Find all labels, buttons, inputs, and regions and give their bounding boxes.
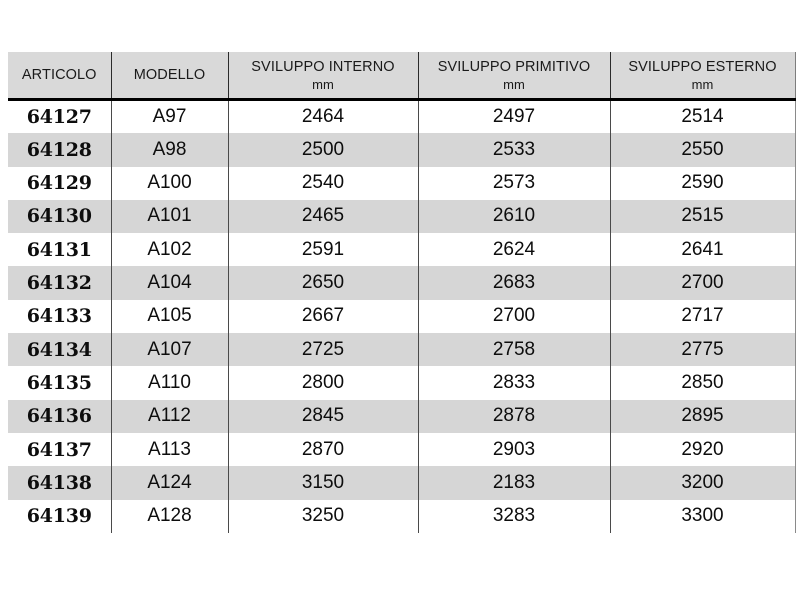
cell-modello: A102: [111, 233, 229, 267]
cell-esterno: 2895: [610, 399, 796, 433]
cell-primitivo: 2758: [418, 333, 611, 367]
cell-modello: A107: [111, 333, 229, 367]
cell-interno: 2667: [228, 299, 419, 334]
cell-esterno: 2641: [610, 233, 796, 267]
table-row[interactable]: 64132 A104 2650 2683 2700: [8, 266, 796, 300]
cell-esterno: 3300: [610, 499, 796, 533]
column-header-unit-interno: mm: [312, 77, 334, 93]
table-header: ARTICOLO MODELLO SVILUPPO INTERNO mm SVILUPP…: [8, 51, 796, 102]
cell-interno: 3250: [228, 499, 419, 533]
table-row[interactable]: 64127 A97 2464 2497 2514: [8, 99, 796, 134]
cell-esterno: 2920: [610, 432, 796, 467]
cell-articolo: 64137: [8, 432, 112, 467]
cell-articolo: 64132: [8, 266, 112, 300]
cell-interno: 2725: [228, 333, 419, 367]
cell-interno: 2650: [228, 266, 419, 300]
cell-interno: 2845: [228, 399, 419, 433]
table-row[interactable]: 64139 A128 3250 3283 3300: [8, 499, 796, 533]
cell-primitivo: 2683: [418, 266, 611, 300]
cell-articolo: 64131: [8, 233, 112, 267]
cell-modello: A113: [111, 432, 229, 467]
cell-esterno: 2514: [610, 99, 796, 134]
cell-articolo: 64134: [8, 333, 112, 367]
table-row[interactable]: 64135 A110 2800 2833 2850: [8, 366, 796, 400]
cell-articolo: 64139: [8, 499, 112, 533]
column-header-modello[interactable]: MODELLO: [111, 51, 229, 102]
cell-modello: A97: [111, 99, 229, 134]
table-row[interactable]: 64130 A101 2465 2610 2515: [8, 199, 796, 234]
cell-esterno: 2590: [610, 166, 796, 200]
cell-primitivo: 2700: [418, 299, 611, 334]
specification-table-container: ARTICOLO MODELLO SVILUPPO INTERNO mm SVILUPP…: [8, 51, 796, 533]
column-header-label-esterno: SVILUPPO ESTERNO: [628, 59, 777, 75]
cell-esterno: 3200: [610, 466, 796, 500]
column-header-articolo[interactable]: ARTICOLO: [8, 51, 112, 102]
cell-articolo: 64130: [8, 199, 112, 234]
table-row[interactable]: 64131 A102 2591 2624 2641: [8, 233, 796, 267]
table-row[interactable]: 64136 A112 2845 2878 2895: [8, 399, 796, 433]
cell-primitivo: 2610: [418, 199, 611, 234]
cell-esterno: 2717: [610, 299, 796, 334]
column-header-interno[interactable]: SVILUPPO INTERNO mm: [228, 51, 419, 102]
cell-modello: A128: [111, 499, 229, 533]
table-row[interactable]: 64138 A124 3150 2183 3200: [8, 466, 796, 500]
cell-articolo: 64133: [8, 299, 112, 334]
cell-modello: A112: [111, 399, 229, 433]
table-row[interactable]: 64133 A105 2667 2700 2717: [8, 299, 796, 334]
column-header-label-articolo: ARTICOLO: [21, 67, 97, 84]
cell-articolo: 64128: [8, 133, 112, 167]
cell-modello: A98: [111, 133, 229, 167]
cell-primitivo: 2533: [418, 133, 611, 167]
cell-primitivo: 2183: [418, 466, 611, 500]
cell-primitivo: 2903: [418, 432, 611, 467]
cell-esterno: 2850: [610, 366, 796, 400]
cell-modello: A101: [111, 199, 229, 234]
cell-articolo: 64135: [8, 366, 112, 400]
cell-primitivo: 2878: [418, 399, 611, 433]
cell-primitivo: 2497: [418, 99, 611, 134]
cell-interno: 2500: [228, 133, 419, 167]
cell-modello: A100: [111, 166, 229, 200]
cell-interno: 3150: [228, 466, 419, 500]
column-header-esterno[interactable]: SVILUPPO ESTERNO mm: [610, 51, 796, 102]
cell-primitivo: 2573: [418, 166, 611, 200]
cell-modello: A110: [111, 366, 229, 400]
table-row[interactable]: 64128 A98 2500 2533 2550: [8, 133, 796, 167]
cell-primitivo: 2833: [418, 366, 611, 400]
table-body: 64127 A97 2464 2497 2514 64128 A98 2500 2533 2550…: [8, 99, 796, 533]
cell-modello: A124: [111, 466, 229, 500]
table-row[interactable]: 64137 A113 2870 2903 2920: [8, 432, 796, 467]
cell-interno: 2465: [228, 199, 419, 234]
cell-primitivo: 3283: [418, 499, 611, 533]
specification-table: ARTICOLO MODELLO SVILUPPO INTERNO mm SVILUPP…: [8, 51, 796, 533]
cell-esterno: 2775: [610, 333, 796, 367]
cell-esterno: 2515: [610, 199, 796, 234]
table-header-row: ARTICOLO MODELLO SVILUPPO INTERNO mm SVILUPP…: [8, 51, 796, 102]
column-header-label-primitivo: SVILUPPO PRIMITIVO: [437, 59, 591, 75]
cell-articolo: 64138: [8, 466, 112, 500]
cell-primitivo: 2624: [418, 233, 611, 267]
cell-interno: 2464: [228, 99, 419, 134]
cell-modello: A105: [111, 299, 229, 334]
cell-articolo: 64127: [8, 99, 112, 134]
table-row[interactable]: 64129 A100 2540 2573 2590: [8, 166, 796, 200]
cell-interno: 2540: [228, 166, 419, 200]
column-header-label-interno: SVILUPPO INTERNO: [251, 59, 395, 75]
cell-interno: 2800: [228, 366, 419, 400]
column-header-label-modello: MODELLO: [133, 67, 206, 84]
column-header-primitivo[interactable]: SVILUPPO PRIMITIVO mm: [418, 51, 611, 102]
cell-interno: 2870: [228, 432, 419, 467]
cell-interno: 2591: [228, 233, 419, 267]
cell-articolo: 64136: [8, 399, 112, 433]
column-header-unit-primitivo: mm: [503, 77, 525, 93]
column-header-unit-esterno: mm: [691, 77, 714, 93]
cell-articolo: 64129: [8, 166, 112, 200]
table-row[interactable]: 64134 A107 2725 2758 2775: [8, 333, 796, 367]
cell-modello: A104: [111, 266, 229, 300]
cell-esterno: 2700: [610, 266, 796, 300]
cell-esterno: 2550: [610, 133, 796, 167]
